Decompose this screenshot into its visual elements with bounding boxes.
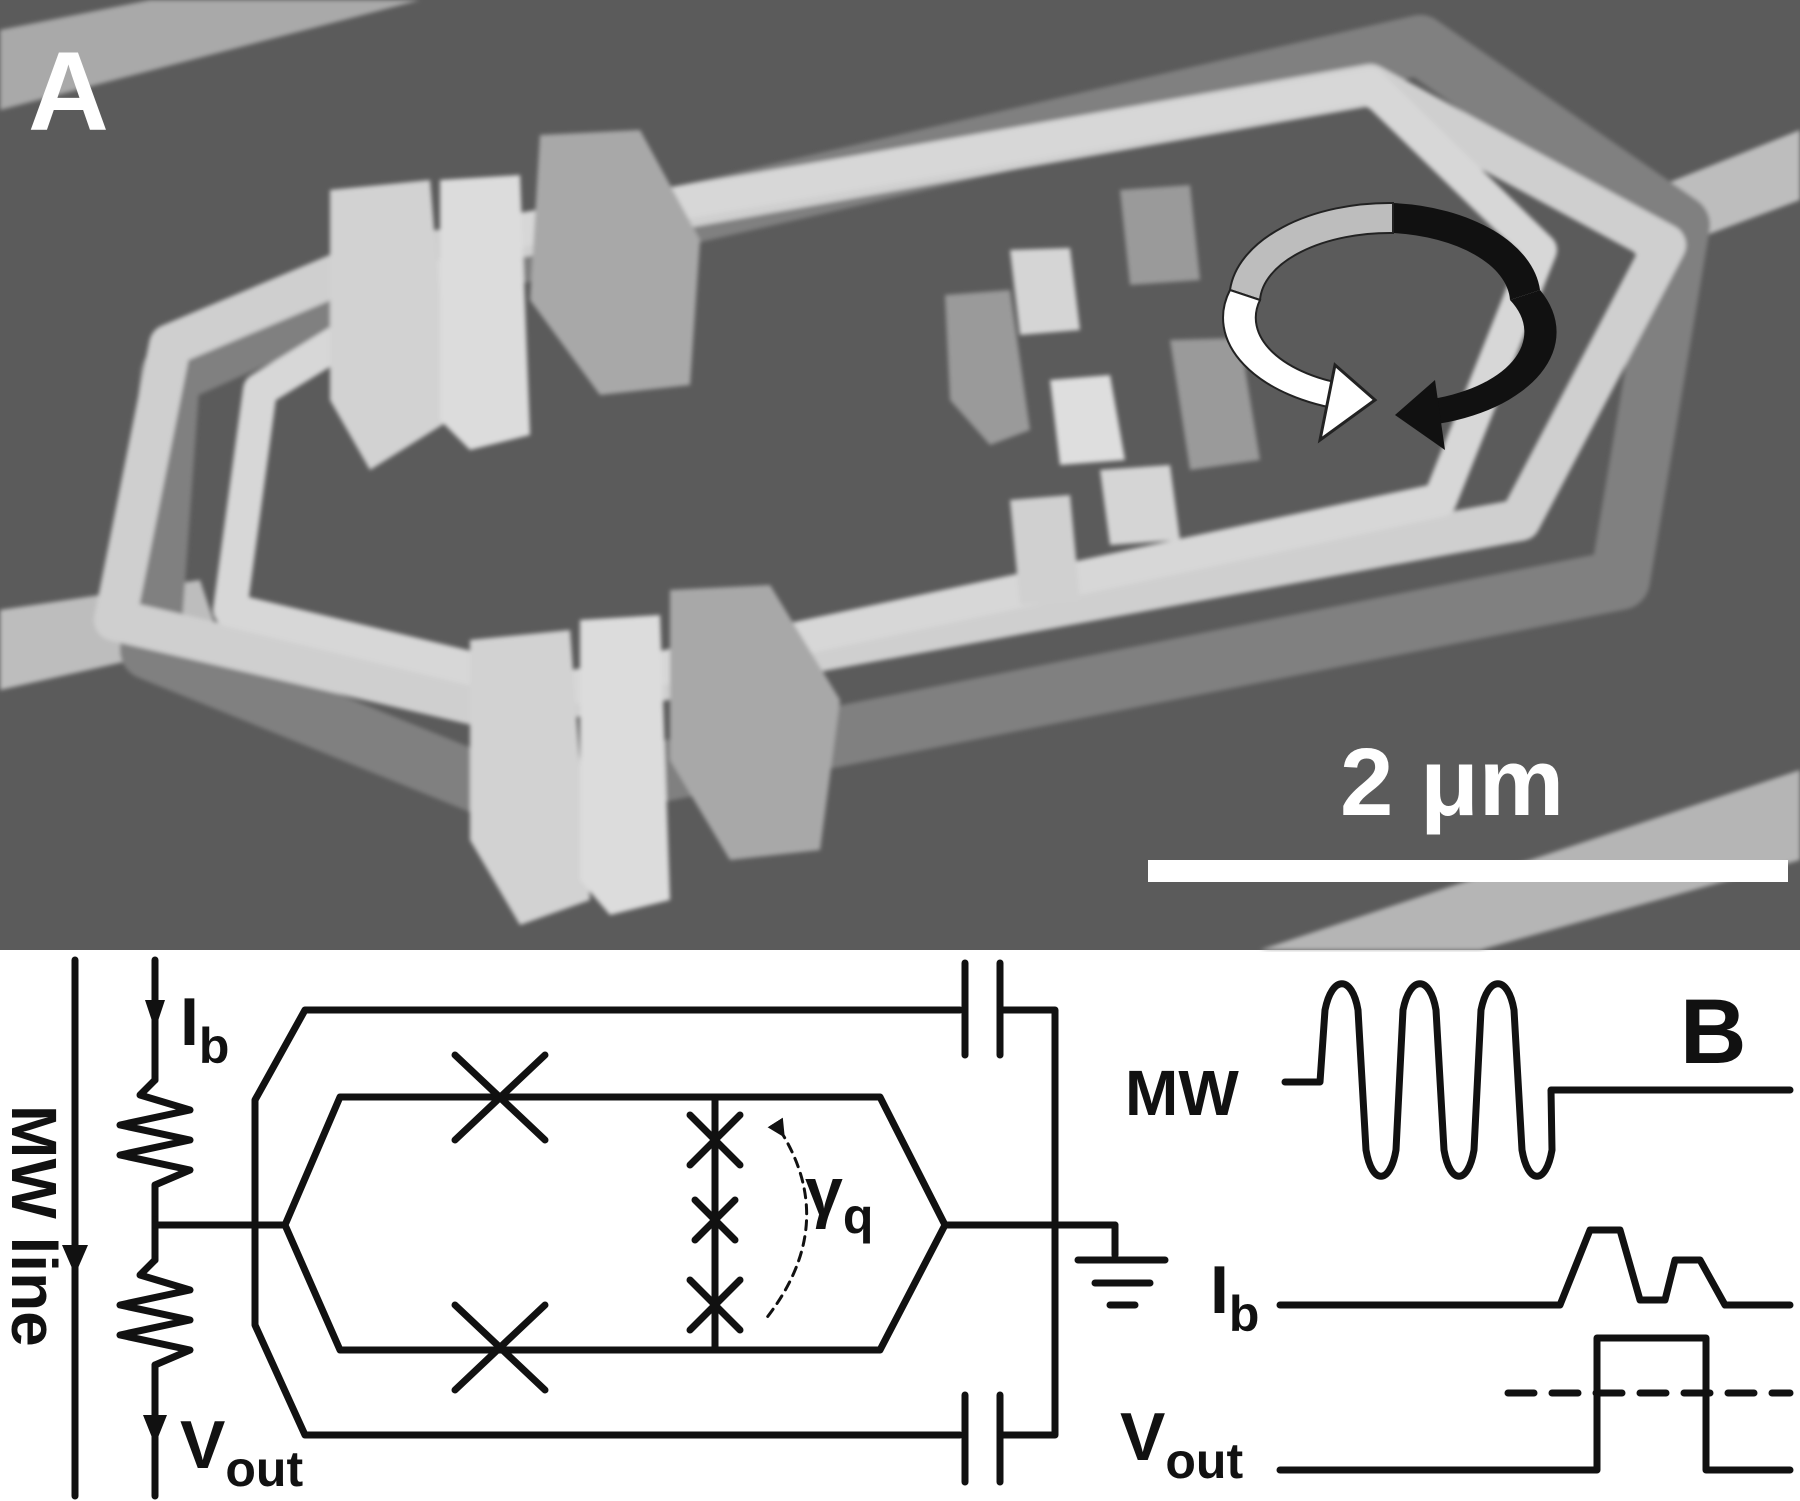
timing-ib-label: Ib — [1210, 1252, 1259, 1342]
junction-bottom — [451, 1301, 549, 1394]
panel-a-sem-image: A 2 μm — [0, 0, 1800, 950]
ground-symbol — [1074, 1221, 1169, 1309]
top-left-strip — [0, 0, 420, 110]
panel-a-label: A — [28, 29, 109, 154]
panel-b-background — [0, 952, 1800, 1501]
timing-mw-label: MW — [1125, 1057, 1239, 1129]
scale-bar-label: 2 μm — [1340, 729, 1564, 836]
bias-resistor-network — [116, 956, 289, 1500]
panel-b-labels: B MW line Ib Vout γq MW Ib Vout — [0, 981, 1746, 1497]
phase-arc — [763, 1117, 809, 1322]
mw-line-arrow — [62, 1245, 88, 1275]
small-junction-chain — [945, 185, 1260, 605]
ib-label: Ib — [180, 984, 229, 1074]
scale-bar — [1148, 860, 1788, 882]
resistor-upper — [116, 1076, 194, 1224]
circulating-current-arrow — [1222, 201, 1557, 450]
phase-label: γq — [805, 1154, 873, 1244]
panel-b — [0, 952, 1800, 1501]
junction-chain — [686, 1093, 744, 1354]
resistor-lower — [116, 1256, 194, 1369]
panel-b-label: B — [1680, 981, 1746, 1083]
outer-loop-shadow — [120, 15, 1710, 830]
vout-label: Vout — [180, 1407, 303, 1497]
junction-top — [451, 1051, 549, 1144]
ib-trace — [1276, 1226, 1794, 1309]
vout-trace — [1276, 1334, 1794, 1474]
lower-junction-blocks — [470, 585, 840, 925]
timing-vout-label: Vout — [1120, 1399, 1243, 1489]
mw-trace — [1281, 980, 1794, 1180]
outer-loop — [94, 64, 1686, 731]
qubit-loop — [281, 1093, 949, 1354]
mw-line-label: MW line — [0, 1105, 70, 1347]
upper-junction-blocks — [330, 130, 700, 470]
